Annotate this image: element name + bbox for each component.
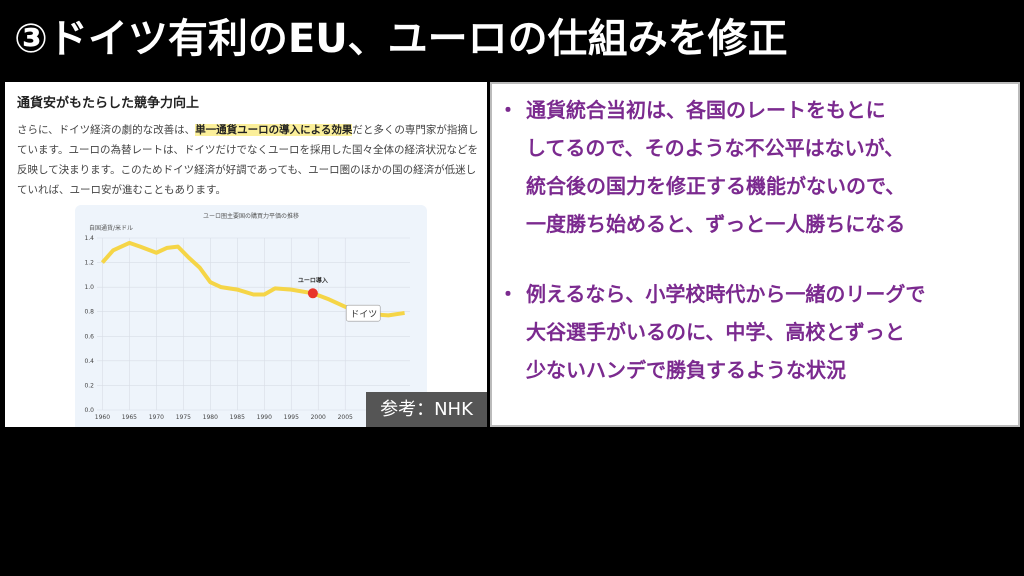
x-tick-label: 1960 [95, 414, 110, 421]
x-tick-label: 1990 [257, 414, 272, 421]
annotation-point [307, 288, 318, 299]
bullet-line: してるので、そのような不公平はないが、 [526, 136, 905, 160]
article-heading: 通貨安がもたらした競争力向上 [17, 96, 200, 111]
bullet-panel: ・通貨統合当初は、各国のレートをもとに してるので、そのような不公平はないが、 統合… [490, 82, 1020, 427]
bullet-line: 少ないハンデで勝負するような状況 [526, 358, 846, 382]
text: だと多くの専門家が指摘しています。ユーロの為替レートは、ドイツだけでなくユーロを… [17, 124, 479, 196]
x-tick-label: 2000 [311, 414, 326, 421]
bullet-marker: ・ [498, 98, 518, 122]
bullet-line: 統合後の国力を修正する機能がないので、 [526, 174, 906, 198]
y-tick-label: 0.0 [84, 407, 94, 414]
chart-title: ユーロ圏主要国の購買力平価の推移 [203, 212, 299, 220]
series-line [100, 240, 405, 318]
bullet-line: 通貨統合当初は、各国のレートをもとに [526, 98, 886, 122]
bullet-line: 大谷選手がいるのに、中学、高校とずっと [526, 320, 905, 344]
chart-box: ユーロ圏主要国の購買力平価の推移自国通貨/米ドル 0.0 0.2 0.4 0.6 0.8 1… [75, 205, 427, 427]
x-tick-label: 1995 [284, 414, 299, 421]
x-tick-label: 2005 [338, 414, 353, 421]
text: さらに、ドイツ経済の劇的な改善は、 [17, 124, 196, 136]
x-tick-label: 1970 [149, 414, 164, 421]
legend-tag [345, 304, 381, 322]
y-tick-label: 0.4 [84, 358, 94, 365]
bullet-line: 例えるなら、小学校時代から一緒のリーグで [526, 282, 926, 306]
y-tick-label: 0.6 [84, 333, 94, 340]
x-tick-label: 1965 [122, 414, 137, 421]
article-panel: 通貨安がもたらした競争力向上 さらに、ドイツ経済の劇的な改善は、単一通貨ユーロの… [5, 82, 487, 427]
y-tick-label: 0.8 [84, 309, 94, 316]
x-tick-label: 1975 [176, 414, 191, 421]
x-tick-label: 1985 [230, 414, 245, 421]
x-tick-label: 1980 [203, 414, 218, 421]
y-tick-label: 1.2 [84, 260, 94, 267]
y-tick-label: 0.2 [84, 382, 94, 389]
slide-title: ③ドイツ有利のEU、ユーロの仕組みを修正 [14, 16, 788, 62]
article-paragraph: さらに、ドイツ経済の劇的な改善は、単一通貨ユーロの導入による効果だと多くの専門家… [17, 120, 481, 200]
source-label: 参考：NHK [366, 392, 487, 427]
y-tick-label: 1.0 [84, 284, 94, 291]
bullet-marker: ・ [498, 282, 518, 306]
annotation-text: ユーロ導入 [298, 276, 328, 284]
y-tick-label: 1.4 [84, 235, 94, 242]
series-name: ドイツ [350, 310, 377, 320]
bullet-line: 一度勝ち始めると、ずっと一人勝ちになる [526, 212, 906, 236]
y-axis-label: 自国通貨/米ドル [89, 224, 133, 232]
highlight: 単一通貨ユーロの導入による効果 [195, 124, 353, 136]
